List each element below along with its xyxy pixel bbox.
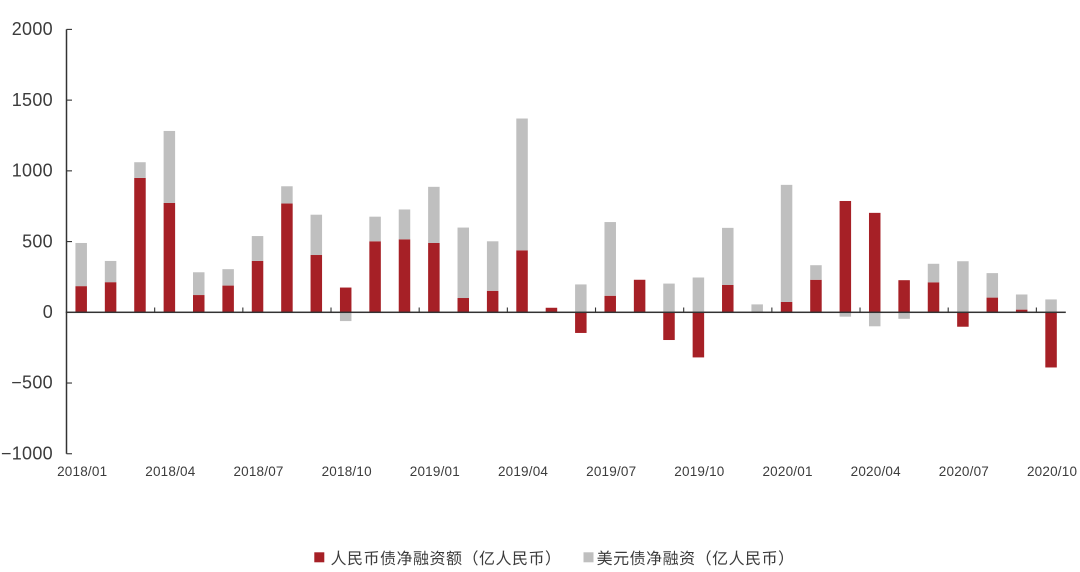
svg-text:2020/04: 2020/04 — [851, 464, 901, 479]
svg-text:500: 500 — [22, 231, 53, 251]
svg-text:−1000: −1000 — [1, 443, 53, 463]
svg-text:2020/07: 2020/07 — [939, 464, 989, 479]
svg-text:2019/04: 2019/04 — [498, 464, 548, 479]
svg-text:2020/10: 2020/10 — [1027, 464, 1077, 479]
svg-text:1000: 1000 — [12, 161, 53, 181]
svg-text:2020/01: 2020/01 — [762, 464, 812, 479]
svg-text:2018/10: 2018/10 — [322, 464, 372, 479]
svg-text:2000: 2000 — [12, 19, 53, 39]
svg-text:2018/01: 2018/01 — [57, 464, 107, 479]
svg-text:2019/07: 2019/07 — [586, 464, 636, 479]
svg-text:1500: 1500 — [12, 90, 53, 110]
svg-text:−500: −500 — [11, 373, 53, 393]
svg-text:2018/07: 2018/07 — [233, 464, 283, 479]
svg-text:2019/10: 2019/10 — [674, 464, 724, 479]
svg-text:2018/04: 2018/04 — [145, 464, 195, 479]
svg-text:0: 0 — [43, 302, 53, 322]
svg-text:2019/01: 2019/01 — [410, 464, 460, 479]
